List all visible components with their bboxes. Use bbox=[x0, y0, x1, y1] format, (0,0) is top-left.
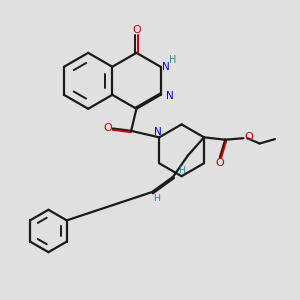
Text: N: N bbox=[166, 91, 174, 101]
Text: O: O bbox=[103, 123, 112, 133]
Text: H: H bbox=[169, 55, 177, 65]
Text: O: O bbox=[215, 158, 224, 168]
Text: N: N bbox=[162, 62, 170, 72]
Text: H: H bbox=[153, 194, 160, 203]
Text: O: O bbox=[244, 132, 253, 142]
Text: O: O bbox=[132, 25, 141, 35]
Text: H: H bbox=[178, 166, 185, 175]
Text: N: N bbox=[154, 127, 162, 137]
